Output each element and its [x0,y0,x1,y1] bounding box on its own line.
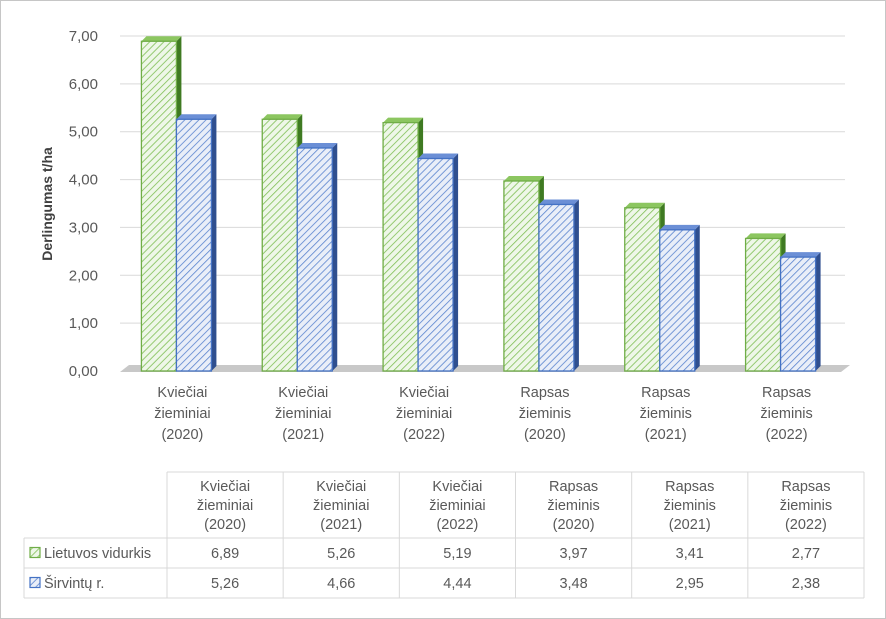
bar [659,229,696,372]
bar [744,237,782,372]
y-tick-label: 1,00 [69,315,98,332]
bar [417,157,454,372]
y-tick-label: 0,00 [69,363,98,380]
floor-plane [120,365,850,372]
bar [624,207,661,372]
bar [296,147,333,372]
bar-top [141,36,182,42]
table-header-cell: Kviečiai žieminiai (2020) [197,479,253,533]
bar [261,118,298,372]
table-value-cell: 5,19 [443,546,471,562]
x-tick-label: Kviečiai žieminiai (2021) [275,385,331,443]
y-tick-label: 4,00 [69,172,98,189]
y-axis-label: Derlingumas t/ha [39,147,55,261]
table-value-cell: 3,97 [559,546,587,562]
table-value-cell: 2,77 [792,546,820,562]
bar-top [659,224,700,230]
bar-top [262,114,303,120]
table-value-cell: 4,66 [327,576,355,592]
bar-top [780,252,821,258]
bar-top [745,233,786,239]
chart-floor [120,365,850,372]
bar-top [297,142,338,148]
x-tick-label: Rapsas žieminis (2021) [640,385,692,443]
table-value-cell: 2,38 [792,576,820,592]
bar [503,180,540,372]
bars [140,36,821,372]
x-tick-label: Kviečiai žieminiai (2022) [396,385,452,443]
table-value-cell: 4,44 [443,576,471,592]
table-header-cell: Rapsas žieminis (2022) [780,479,832,533]
bar-side [573,199,579,371]
x-tick-label: Rapsas žieminis (2022) [760,385,812,443]
y-tick-label: 7,00 [69,28,98,45]
x-tick-label: Kviečiai žieminiai (2020) [154,385,210,443]
legend-key [29,546,41,559]
table-value-cell: 5,26 [211,576,239,592]
data-table: Kviečiai žieminiai (2020) Kviečiai žieminiai… [23,471,865,599]
table-value-cell: 2,95 [676,576,704,592]
bar-side [453,153,459,371]
table-header-cell: Kviečiai žieminiai (2021) [313,479,369,533]
table-header-cell: Rapsas žieminis (2021) [664,479,716,533]
y-tick-label: 5,00 [69,124,98,141]
legend-entry: Lietuvos vidurkis [44,546,151,562]
bar-top [503,176,544,182]
bar-top [538,199,579,205]
bar-top [624,202,665,208]
bar-side [694,224,700,371]
gridlines [120,35,845,324]
y-tick-label: 6,00 [69,76,98,93]
x-tick-label: Rapsas žieminis (2020) [519,385,571,443]
y-tick-label: 3,00 [69,219,98,236]
table-value-cell: 3,41 [676,546,704,562]
table-value-cell: 3,48 [559,576,587,592]
bar-side [815,252,821,371]
bar [779,256,817,372]
bar [140,40,178,372]
bar-top [176,114,217,120]
legend-key [29,576,41,589]
bar [175,118,213,372]
table-value-cell: 5,26 [327,546,355,562]
x-axis: Kviečiai žieminiai (2020) Kviečiai žieminiai… [154,385,813,443]
bar-side [332,142,338,371]
table-value-cell: 6,89 [211,546,239,562]
table-header-cell: Rapsas žieminis (2020) [547,479,599,533]
bar [382,121,419,372]
bar [538,203,575,372]
y-axis: 0,00 1,00 2,00 3,00 4,00 5,00 6,00 7,00 [69,28,98,380]
bar-side [211,114,217,372]
bar-top [383,117,424,123]
legend-entry: Širvintų r. [44,575,104,592]
bar-top [418,153,459,159]
table-header-cell: Kviečiai žieminiai (2022) [429,479,485,533]
y-tick-label: 2,00 [69,267,98,284]
